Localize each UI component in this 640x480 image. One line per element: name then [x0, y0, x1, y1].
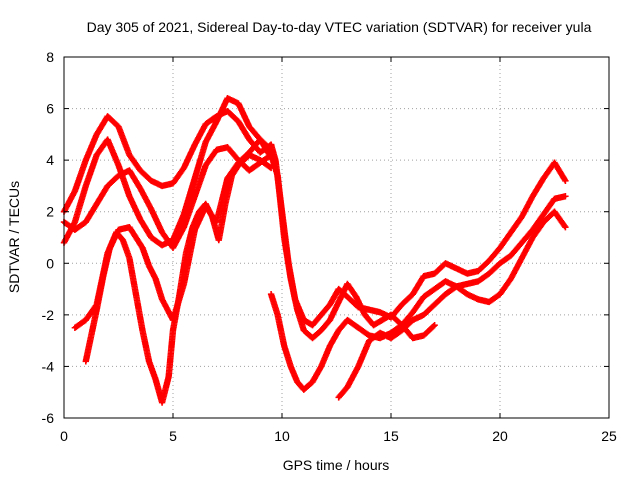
y-tick-label: 2	[46, 204, 54, 220]
y-tick-label: 8	[46, 49, 54, 65]
x-tick-label: 5	[169, 428, 177, 444]
series-track-1	[60, 107, 275, 215]
y-tick-label: -2	[42, 307, 55, 323]
y-axis-title: SDTVAR / TECUs	[6, 181, 22, 293]
y-tick-label: 0	[46, 255, 54, 271]
x-tick-label: 10	[274, 428, 290, 444]
series-track-5	[82, 151, 275, 406]
series-track-8	[267, 208, 569, 393]
axis-ticks: 0 5 10 15 20 25 -6 -4 -2 0 2 4 6 8	[42, 49, 617, 444]
data-point	[562, 223, 569, 231]
y-tick-label: -6	[42, 410, 55, 426]
y-tick-label: 6	[46, 101, 54, 117]
data-point	[431, 321, 438, 329]
x-axis-title: GPS time / hours	[283, 457, 390, 473]
data-point	[430, 323, 437, 330]
data-points	[60, 95, 569, 406]
series-track-2	[60, 95, 275, 249]
series-track-7	[267, 151, 438, 342]
x-tick-label: 0	[60, 428, 68, 444]
grid	[64, 57, 609, 418]
x-tick-label: 25	[601, 428, 617, 444]
y-tick-label: -4	[42, 358, 55, 374]
x-tick-label: 20	[492, 428, 508, 444]
x-tick-label: 15	[383, 428, 399, 444]
data-point	[562, 193, 569, 200]
plot-frame	[63, 56, 610, 419]
data-point	[562, 177, 569, 184]
series-track-9	[335, 193, 569, 401]
chart-title: Day 305 of 2021, Sidereal Day-to-day VTE…	[87, 19, 592, 35]
y-tick-label: 4	[46, 152, 54, 168]
data-point	[561, 222, 568, 230]
